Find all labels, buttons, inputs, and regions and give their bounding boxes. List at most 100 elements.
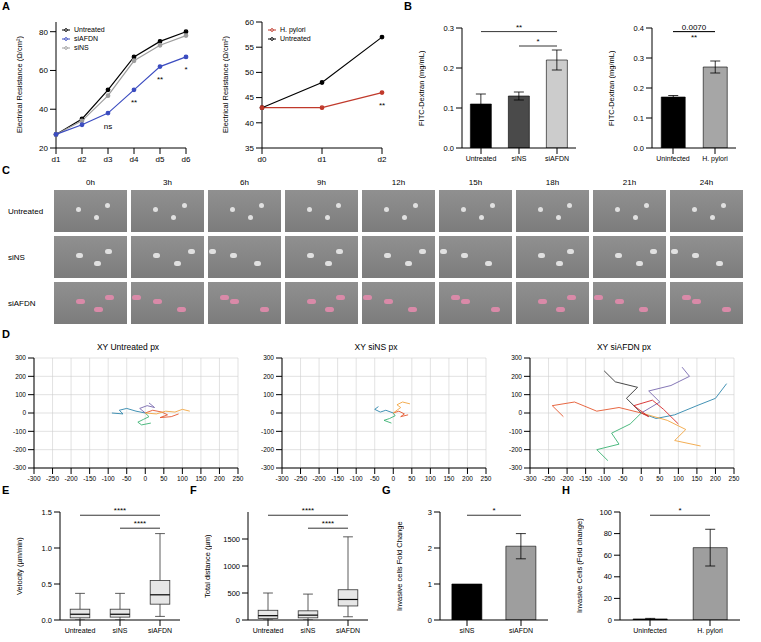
svg-text:siNS: siNS	[113, 627, 128, 634]
svg-text:-100: -100	[261, 428, 274, 435]
svg-text:300: 300	[511, 354, 522, 361]
svg-text:-50: -50	[370, 475, 380, 482]
svg-text:-200: -200	[13, 446, 26, 453]
svg-text:100: 100	[599, 508, 612, 517]
svg-text:0: 0	[236, 616, 240, 625]
svg-text:siAFDN: siAFDN	[545, 155, 569, 162]
svg-text:1.5: 1.5	[42, 508, 52, 517]
svg-text:0: 0	[639, 475, 643, 482]
svg-text:ns: ns	[104, 122, 112, 131]
svg-text:-250: -250	[542, 475, 555, 482]
svg-text:-50: -50	[618, 475, 628, 482]
svg-text:0.3: 0.3	[444, 24, 454, 33]
svg-text:300: 300	[15, 354, 26, 361]
svg-text:d0: d0	[258, 155, 267, 164]
svg-text:80: 80	[604, 529, 612, 538]
svg-text:-50: -50	[122, 475, 132, 482]
svg-text:80: 80	[39, 28, 48, 37]
svg-text:100: 100	[425, 475, 436, 482]
svg-text:0: 0	[270, 409, 274, 416]
svg-text:-150: -150	[331, 475, 344, 482]
svg-text:1.0: 1.0	[42, 544, 52, 553]
svg-text:-100: -100	[509, 428, 522, 435]
svg-text:-150: -150	[579, 475, 592, 482]
svg-text:**: **	[157, 75, 163, 84]
svg-text:siNS: siNS	[301, 627, 316, 634]
svg-text:0: 0	[608, 616, 612, 625]
svg-text:1000: 1000	[223, 562, 240, 571]
svg-text:-100: -100	[102, 475, 115, 482]
svg-text:200: 200	[710, 475, 721, 482]
svg-text:1: 1	[428, 580, 432, 589]
svg-text:0.4: 0.4	[634, 24, 644, 33]
svg-text:siNS: siNS	[512, 155, 527, 162]
svg-text:2: 2	[428, 544, 432, 553]
svg-text:150: 150	[195, 475, 206, 482]
svg-text:d4: d4	[130, 155, 139, 164]
svg-text:H. pylori: H. pylori	[697, 627, 723, 635]
svg-text:50: 50	[245, 68, 254, 77]
svg-text:40: 40	[245, 119, 254, 128]
svg-text:20: 20	[39, 144, 48, 153]
svg-text:60: 60	[604, 551, 612, 560]
svg-text:Untreated: Untreated	[253, 627, 284, 634]
svg-text:0: 0	[22, 409, 26, 416]
svg-text:-200: -200	[65, 475, 78, 482]
svg-text:Untreated: Untreated	[466, 155, 497, 162]
svg-text:60: 60	[245, 18, 254, 27]
svg-text:****: ****	[302, 506, 314, 515]
svg-text:45: 45	[245, 93, 254, 102]
svg-text:100: 100	[263, 391, 274, 398]
svg-text:40: 40	[39, 105, 48, 114]
svg-text:d2: d2	[78, 155, 87, 164]
svg-text:**: **	[691, 33, 697, 42]
svg-text:0.1: 0.1	[444, 104, 454, 113]
svg-text:200: 200	[462, 475, 473, 482]
svg-text:-200: -200	[261, 446, 274, 453]
svg-text:1500: 1500	[223, 535, 240, 544]
svg-text:**: **	[516, 23, 522, 32]
svg-text:3: 3	[428, 508, 432, 517]
svg-text:Uninfected: Uninfected	[656, 155, 690, 162]
svg-text:0: 0	[143, 475, 147, 482]
svg-text:****: ****	[134, 519, 146, 528]
svg-text:-300: -300	[509, 464, 522, 471]
svg-text:50: 50	[408, 475, 416, 482]
svg-text:*: *	[184, 65, 187, 74]
svg-text:-250: -250	[294, 475, 307, 482]
svg-text:0.2: 0.2	[444, 64, 454, 73]
svg-text:siNS: siNS	[460, 627, 475, 634]
svg-text:-300: -300	[261, 464, 274, 471]
svg-text:-100: -100	[350, 475, 363, 482]
svg-text:-250: -250	[46, 475, 59, 482]
svg-text:****: ****	[322, 519, 334, 528]
svg-text:200: 200	[15, 373, 26, 380]
svg-text:*: *	[536, 37, 539, 46]
svg-text:100: 100	[511, 391, 522, 398]
svg-text:-300: -300	[523, 475, 536, 482]
svg-text:500: 500	[227, 589, 240, 598]
svg-text:d1: d1	[52, 155, 61, 164]
svg-text:250: 250	[233, 475, 244, 482]
svg-text:-200: -200	[561, 475, 574, 482]
svg-text:**: **	[379, 101, 385, 110]
svg-text:150: 150	[691, 475, 702, 482]
svg-text:100: 100	[177, 475, 188, 482]
svg-text:150: 150	[443, 475, 454, 482]
svg-text:0.1: 0.1	[634, 114, 644, 123]
svg-text:0: 0	[391, 475, 395, 482]
svg-text:40: 40	[604, 572, 612, 581]
svg-text:-100: -100	[13, 428, 26, 435]
svg-text:20: 20	[604, 594, 612, 603]
svg-text:siAFDN: siAFDN	[148, 627, 172, 634]
svg-text:**: **	[131, 98, 137, 107]
svg-text:-150: -150	[83, 475, 96, 482]
svg-text:0: 0	[428, 616, 432, 625]
svg-text:50: 50	[656, 475, 664, 482]
svg-text:*: *	[492, 506, 495, 515]
svg-text:0.3: 0.3	[634, 54, 644, 63]
svg-text:100: 100	[673, 475, 684, 482]
svg-text:-100: -100	[598, 475, 611, 482]
svg-text:d1: d1	[318, 155, 327, 164]
svg-text:siAFDN: siAFDN	[336, 627, 360, 634]
